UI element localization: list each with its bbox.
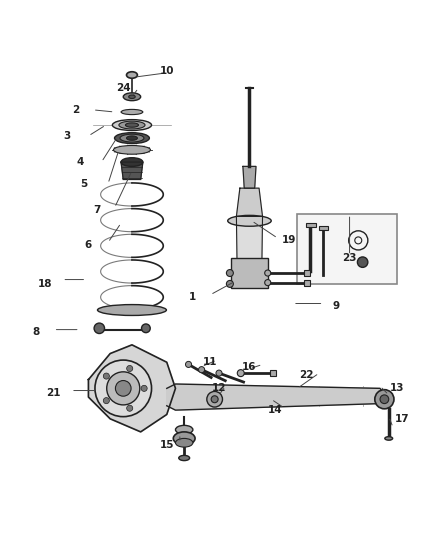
Bar: [319, 225, 328, 230]
Ellipse shape: [127, 136, 138, 140]
Ellipse shape: [123, 93, 141, 101]
Circle shape: [265, 270, 271, 276]
Circle shape: [103, 398, 110, 403]
Ellipse shape: [127, 72, 138, 78]
Ellipse shape: [121, 158, 143, 166]
Text: 23: 23: [343, 253, 357, 263]
Ellipse shape: [176, 439, 193, 447]
Ellipse shape: [113, 146, 150, 154]
Polygon shape: [237, 188, 262, 216]
Ellipse shape: [120, 134, 144, 142]
Circle shape: [94, 323, 105, 334]
Text: 7: 7: [93, 205, 101, 215]
Text: 15: 15: [159, 440, 174, 450]
Text: 6: 6: [85, 240, 92, 250]
Polygon shape: [121, 162, 143, 180]
Polygon shape: [243, 166, 256, 188]
Circle shape: [226, 280, 233, 287]
Text: 4: 4: [76, 157, 83, 167]
Text: 3: 3: [63, 131, 70, 141]
Ellipse shape: [173, 432, 195, 445]
Text: 11: 11: [203, 357, 218, 367]
Circle shape: [103, 373, 110, 379]
Circle shape: [127, 405, 133, 411]
Ellipse shape: [129, 95, 135, 99]
Ellipse shape: [385, 437, 392, 440]
Circle shape: [107, 372, 140, 405]
Ellipse shape: [98, 304, 166, 316]
Text: 22: 22: [299, 370, 313, 381]
Text: 14: 14: [268, 405, 283, 415]
Text: 19: 19: [282, 236, 296, 245]
Circle shape: [116, 381, 131, 396]
Circle shape: [211, 396, 218, 403]
Bar: [270, 370, 276, 376]
Ellipse shape: [121, 109, 143, 115]
Ellipse shape: [113, 119, 152, 131]
Circle shape: [141, 324, 150, 333]
Ellipse shape: [176, 425, 193, 434]
Circle shape: [95, 360, 152, 417]
Text: 16: 16: [242, 361, 257, 372]
Circle shape: [198, 367, 205, 373]
Text: 12: 12: [212, 383, 226, 393]
Text: 18: 18: [38, 279, 52, 289]
Text: 9: 9: [333, 301, 340, 311]
Circle shape: [237, 370, 244, 377]
Circle shape: [185, 361, 191, 367]
Polygon shape: [167, 384, 385, 410]
Circle shape: [141, 385, 147, 391]
Text: 1: 1: [189, 292, 197, 302]
Ellipse shape: [179, 455, 190, 461]
Text: 5: 5: [81, 179, 88, 189]
Text: 21: 21: [46, 387, 61, 398]
Polygon shape: [88, 345, 176, 432]
Bar: [304, 279, 311, 286]
Text: 24: 24: [116, 83, 131, 93]
Text: 13: 13: [390, 383, 405, 393]
Bar: [231, 258, 268, 288]
Ellipse shape: [119, 121, 145, 129]
Circle shape: [216, 370, 222, 376]
Ellipse shape: [228, 215, 271, 226]
Ellipse shape: [115, 133, 149, 143]
Circle shape: [207, 391, 223, 407]
Circle shape: [357, 257, 368, 268]
Circle shape: [380, 395, 389, 403]
Ellipse shape: [125, 123, 138, 127]
Text: 10: 10: [159, 66, 174, 76]
Circle shape: [375, 390, 394, 409]
Circle shape: [226, 270, 233, 277]
Circle shape: [127, 366, 133, 372]
Text: 2: 2: [72, 105, 79, 115]
Text: 17: 17: [395, 414, 409, 424]
Text: 8: 8: [32, 327, 40, 337]
Bar: [297, 214, 397, 284]
Bar: [304, 270, 311, 276]
Circle shape: [265, 279, 271, 286]
Polygon shape: [237, 216, 262, 279]
Bar: [306, 223, 316, 228]
